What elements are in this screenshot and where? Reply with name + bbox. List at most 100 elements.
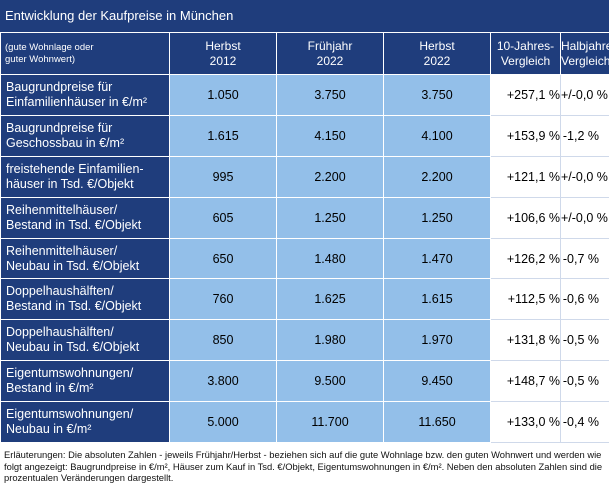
header-cell-herbst-2012: Herbst 2012 <box>169 32 277 75</box>
header-cell-ten-year: 10-Jahres- Vergleich <box>490 32 561 75</box>
row-label: Reihenmittelhäuser/Neubau in Tsd. €/Obje… <box>0 237 170 280</box>
header-line: 2022 <box>423 53 451 68</box>
table-row: Baugrundpreise für Einfamilienhäuser in €… <box>0 74 609 116</box>
value-fruehjahr-2022: 3.750 <box>276 74 384 116</box>
change-half-year: -0,7 % <box>560 237 609 280</box>
header-line: 2022 <box>316 53 344 68</box>
value-herbst-2022: 1.250 <box>383 196 491 239</box>
value-herbst-2012: 3.800 <box>169 360 277 403</box>
row-label-line: Baugrundpreise für <box>6 79 113 94</box>
header-line: Frühjahr <box>307 38 353 53</box>
header-line: guter Wohnwert) <box>5 53 76 65</box>
value-herbst-2022: 1.970 <box>383 319 491 362</box>
value-fruehjahr-2022: 1.250 <box>276 196 384 239</box>
row-label-line: Doppelhaushälften/ <box>6 325 114 340</box>
change-half-year: -0,5 % <box>560 319 609 362</box>
row-label-line: Reihenmittelhäuser/ <box>6 202 118 217</box>
header-cell-fruehjahr-2022: Frühjahr 2022 <box>276 32 384 75</box>
price-table: (gute Wohnlage oder guter Wohnwert) Herb… <box>0 32 609 444</box>
row-label-line: Baugrundpreise für <box>6 120 113 135</box>
row-label-line: freistehende Einfamilien- <box>6 161 144 176</box>
header-cell-qualifier: (gute Wohnlage oder guter Wohnwert) <box>0 32 170 75</box>
header-cell-half-year: Halbjahres- Vergleich <box>560 32 609 75</box>
value-herbst-2012: 995 <box>169 155 277 198</box>
row-label-line: Bestand in Tsd. €/Objekt <box>6 217 142 232</box>
header-line: (gute Wohnlage oder <box>5 41 94 53</box>
change-half-year: -1,2 % <box>560 114 609 157</box>
header-line: Herbst <box>205 38 241 53</box>
value-herbst-2012: 850 <box>169 319 277 362</box>
change-ten-year: +257,1 % <box>490 74 561 116</box>
value-herbst-2022: 9.450 <box>383 360 491 403</box>
row-label-line: Bestand in €/m² <box>6 381 94 396</box>
change-half-year: -0,4 % <box>560 401 609 444</box>
header-cell-herbst-2022: Herbst 2022 <box>383 32 491 75</box>
footnote: Erläuterungen: Die absoluten Zahlen - je… <box>4 449 603 483</box>
header-line: 10-Jahres- <box>496 38 555 53</box>
row-label-line: Einfamilienhäuser in €/m² <box>6 94 148 109</box>
value-herbst-2012: 1.050 <box>169 74 277 116</box>
row-label-line: Neubau in €/m² <box>6 422 92 437</box>
value-herbst-2022: 2.200 <box>383 155 491 198</box>
value-herbst-2022: 4.100 <box>383 114 491 157</box>
row-label-line: häuser in Tsd. €/Objekt <box>6 176 134 191</box>
value-herbst-2012: 1.615 <box>169 114 277 157</box>
value-fruehjahr-2022: 1.980 <box>276 319 384 362</box>
value-fruehjahr-2022: 11.700 <box>276 401 384 444</box>
value-herbst-2012: 650 <box>169 237 277 280</box>
header-line: Vergleich <box>561 53 609 68</box>
table-title: Entwicklung der Kaufpreise in München <box>0 0 609 32</box>
change-ten-year: +112,5 % <box>490 278 561 321</box>
change-ten-year: +153,9 % <box>490 114 561 157</box>
table-row: Reihenmittelhäuser/Bestand in Tsd. €/Obj… <box>0 196 609 239</box>
value-fruehjahr-2022: 4.150 <box>276 114 384 157</box>
row-label-line: Reihenmittelhäuser/ <box>6 243 118 258</box>
value-fruehjahr-2022: 1.480 <box>276 237 384 280</box>
value-herbst-2012: 605 <box>169 196 277 239</box>
row-label: Reihenmittelhäuser/Bestand in Tsd. €/Obj… <box>0 196 170 239</box>
row-label: Baugrundpreise für Geschossbau in €/m² <box>0 114 170 157</box>
row-label-line: Neubau in Tsd. €/Objekt <box>6 340 140 355</box>
change-half-year: -0,5 % <box>560 360 609 403</box>
row-label-line: Neubau in Tsd. €/Objekt <box>6 258 140 273</box>
value-herbst-2022: 11.650 <box>383 401 491 444</box>
value-fruehjahr-2022: 9.500 <box>276 360 384 403</box>
value-herbst-2022: 1.470 <box>383 237 491 280</box>
row-label-line: Doppelhaushälften/ <box>6 284 114 299</box>
row-label: freistehende Einfamilien-häuser in Tsd. … <box>0 155 170 198</box>
value-fruehjahr-2022: 1.625 <box>276 278 384 321</box>
value-fruehjahr-2022: 2.200 <box>276 155 384 198</box>
change-ten-year: +126,2 % <box>490 237 561 280</box>
header-row: (gute Wohnlage oder guter Wohnwert) Herb… <box>0 32 609 75</box>
table-row: Reihenmittelhäuser/Neubau in Tsd. €/Obje… <box>0 237 609 280</box>
header-line: Herbst <box>419 38 455 53</box>
row-label-line: Geschossbau in €/m² <box>6 135 125 150</box>
value-herbst-2022: 1.615 <box>383 278 491 321</box>
table-row: Eigentumswohnungen/Bestand in €/m² 3.800 9… <box>0 360 609 403</box>
row-label-line: Bestand in Tsd. €/Objekt <box>6 299 142 314</box>
row-label: Baugrundpreise für Einfamilienhäuser in €… <box>0 74 170 116</box>
header-line: Halbjahres- <box>561 38 609 53</box>
header-line: 2012 <box>209 53 237 68</box>
row-label: Eigentumswohnungen/Bestand in €/m² <box>0 360 170 403</box>
change-half-year: +/-0,0 % <box>560 74 609 116</box>
change-ten-year: +106,6 % <box>490 196 561 239</box>
row-label: Doppelhaushälften/Neubau in Tsd. €/Objek… <box>0 319 170 362</box>
table-row: freistehende Einfamilien-häuser in Tsd. … <box>0 155 609 198</box>
change-ten-year: +133,0 % <box>490 401 561 444</box>
header-line: Vergleich <box>500 53 551 68</box>
change-ten-year: +131,8 % <box>490 319 561 362</box>
table-row: Baugrundpreise für Geschossbau in €/m² 1.6… <box>0 114 609 157</box>
row-label-line: Eigentumswohnungen/ <box>6 366 134 381</box>
change-half-year: +/-0,0 % <box>560 155 609 198</box>
change-ten-year: +121,1 % <box>490 155 561 198</box>
table-row: Eigentumswohnungen/Neubau in €/m² 5.000 11… <box>0 401 609 444</box>
change-half-year: +/-0,0 % <box>560 196 609 239</box>
value-herbst-2022: 3.750 <box>383 74 491 116</box>
change-ten-year: +148,7 % <box>490 360 561 403</box>
table-row: Doppelhaushälften/Bestand in Tsd. €/Obje… <box>0 278 609 321</box>
value-herbst-2012: 5.000 <box>169 401 277 444</box>
row-label: Doppelhaushälften/Bestand in Tsd. €/Obje… <box>0 278 170 321</box>
row-label: Eigentumswohnungen/Neubau in €/m² <box>0 401 170 444</box>
